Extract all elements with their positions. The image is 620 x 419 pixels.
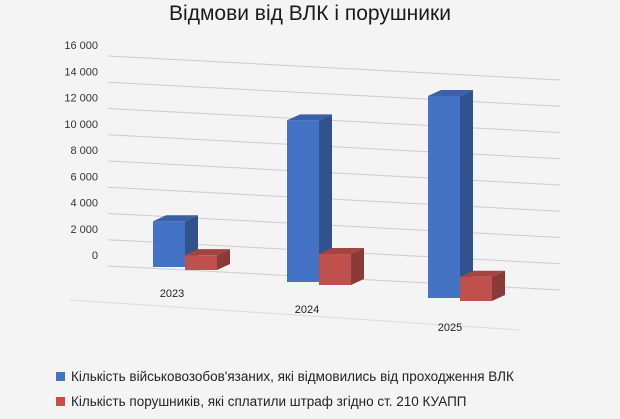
chart-title: Відмови від ВЛК і порушники (169, 2, 451, 25)
bar-front-0-0 (153, 221, 185, 267)
y-tick-label: 0 (92, 250, 98, 262)
bar-front-1-1 (319, 254, 351, 285)
bar-front-1-0 (185, 255, 217, 270)
legend: Кількість військовозобов'язаних, які від… (56, 364, 514, 414)
bar-side-1-1 (351, 248, 364, 285)
gridline (107, 186, 561, 212)
bar-side-0-1 (319, 114, 332, 283)
bar-top-0-2 (428, 90, 473, 96)
bar-front-0-2 (428, 96, 460, 298)
legend-swatch-refusals (56, 372, 65, 381)
gridline (107, 160, 561, 186)
floor-edge (69, 299, 521, 331)
legend-item-violators: Кількість порушників, які сплатили штраф… (56, 389, 514, 414)
x-tick-label: 2025 (438, 322, 462, 334)
legend-swatch-violators (56, 397, 65, 406)
gridline (107, 134, 561, 160)
gridline (107, 55, 561, 81)
bar-top-1-1 (319, 248, 364, 255)
bar-side-0-2 (460, 90, 473, 298)
y-tick-label: 6 000 (70, 171, 98, 183)
legend-item-refusals: Кількість військовозобов'язаних, які від… (56, 364, 514, 389)
gridline (107, 81, 561, 107)
bar-top-0-1 (287, 114, 332, 121)
legend-label-violators: Кількість порушників, які сплатили штраф… (71, 394, 467, 409)
bar-top-0-0 (153, 215, 198, 222)
y-tick-label: 14 000 (64, 66, 98, 78)
bar-side-1-2 (492, 270, 505, 301)
bar-front-0-1 (287, 120, 319, 283)
y-tick-label: 4 000 (70, 198, 98, 210)
x-tick-label: 2024 (295, 304, 319, 316)
bar-top-1-0 (185, 249, 230, 256)
bar-front-1-2 (460, 276, 492, 301)
y-tick-label: 2 000 (70, 224, 98, 236)
bar-side-1-0 (217, 249, 230, 270)
gridline (107, 108, 561, 133)
y-tick-label: 10 000 (64, 119, 98, 131)
bar-top-1-2 (460, 270, 505, 277)
y-tick-label: 16 000 (64, 40, 98, 52)
y-tick-label: 8 000 (70, 145, 98, 157)
y-tick-label: 12 000 (64, 93, 98, 105)
x-tick-label: 2023 (160, 288, 184, 300)
legend-label-refusals: Кількість військовозобов'язаних, які від… (71, 369, 514, 384)
